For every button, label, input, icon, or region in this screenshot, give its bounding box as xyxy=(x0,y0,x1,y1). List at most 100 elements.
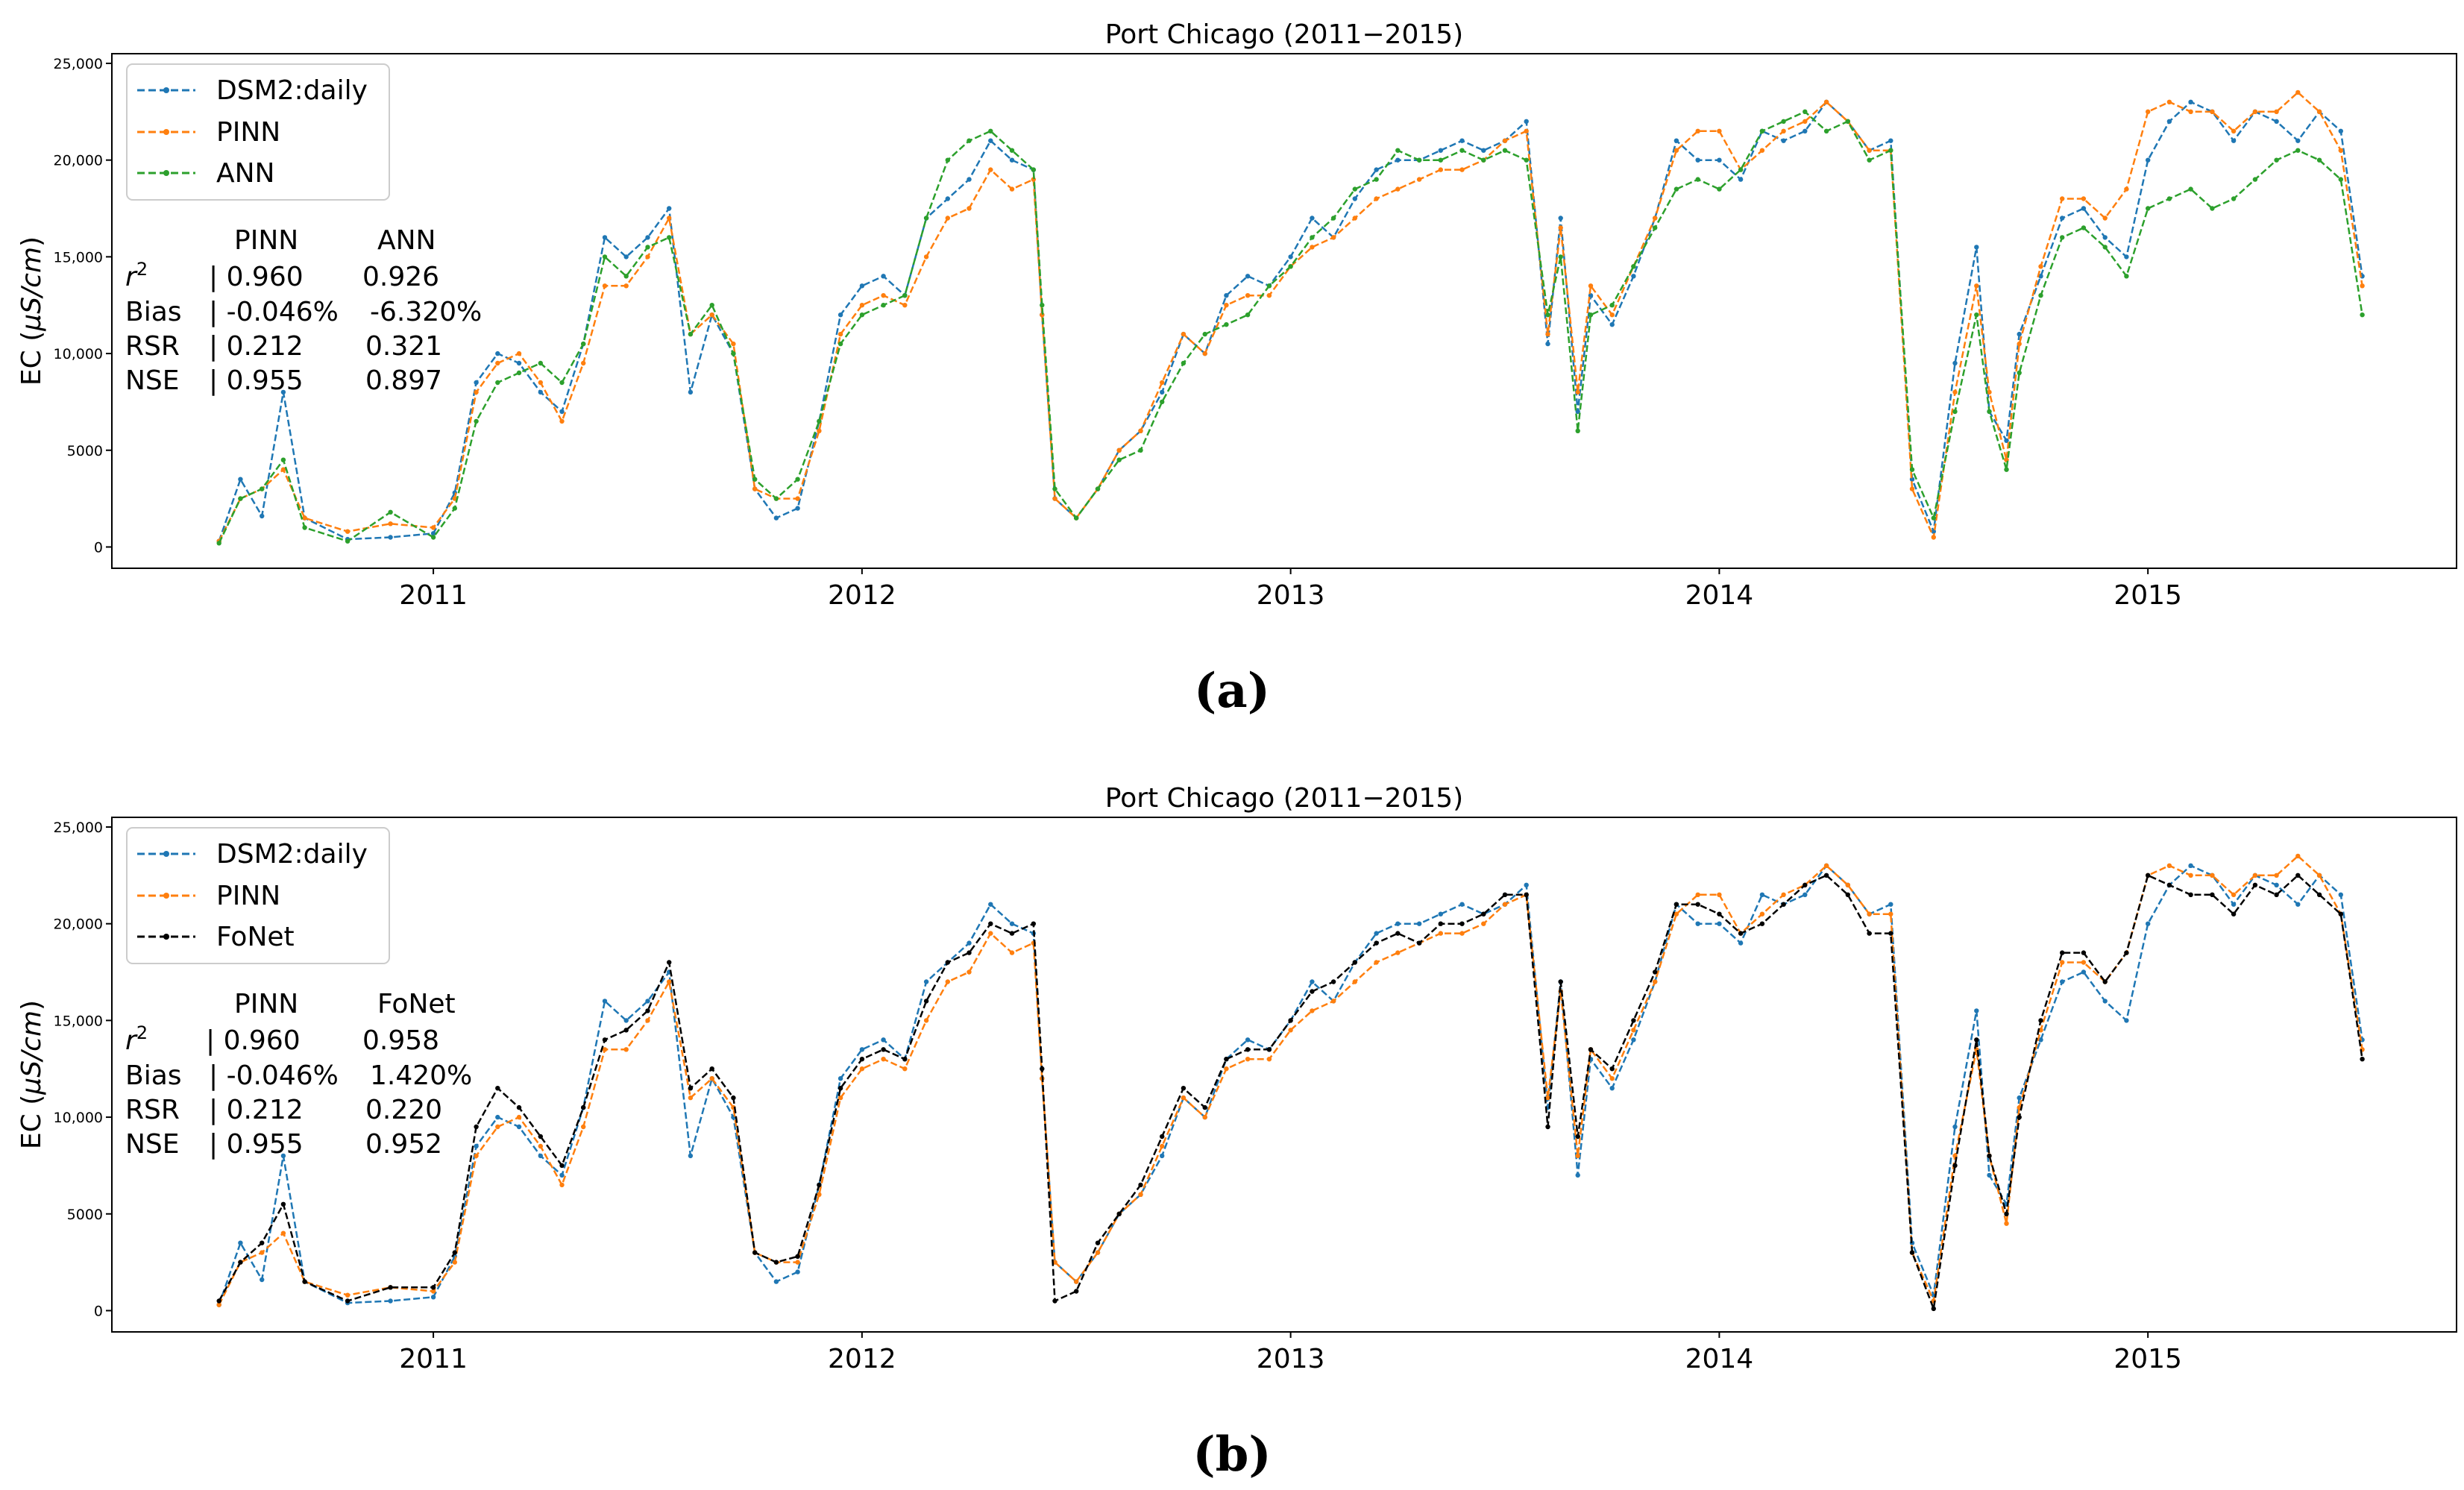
y-tick-label: 0 xyxy=(94,539,103,556)
data-point-pinn xyxy=(1845,882,1850,888)
data-point-pinn xyxy=(1138,428,1143,433)
data-point-dsm2-daily xyxy=(1952,360,1958,366)
data-point-fonet xyxy=(2338,911,2343,917)
data-point-dsm2-daily xyxy=(1395,921,1401,926)
legend-label-pinn-a: PINN xyxy=(216,117,280,148)
data-point-pinn xyxy=(1288,1028,1293,1033)
stats-label-nse-b: NSE xyxy=(125,1129,180,1160)
legend-label-fonet-b: FoNet xyxy=(216,922,295,952)
data-point-pinn xyxy=(216,1302,221,1307)
stats-rsr-pinn-a: | 0.212 xyxy=(209,331,304,362)
data-point-dsm2-daily xyxy=(837,1076,843,1081)
data-point-pinn xyxy=(667,216,672,221)
data-point-pinn xyxy=(1867,911,1872,917)
data-point-dsm2-daily xyxy=(2017,1095,2022,1101)
legend-label-ann-a: ANN xyxy=(216,158,275,189)
data-point-ann xyxy=(1052,486,1057,491)
data-point-ann xyxy=(1738,167,1744,172)
data-point-pinn xyxy=(1545,1095,1550,1101)
y-tick-label: 10,000 xyxy=(54,346,103,362)
data-point-fonet xyxy=(388,1285,393,1290)
data-point-pinn xyxy=(1266,1057,1272,1062)
data-point-dsm2-daily xyxy=(495,1114,500,1120)
data-point-fonet xyxy=(645,1008,650,1013)
data-point-dsm2-daily xyxy=(773,515,779,521)
legend-marker-dsm2-b xyxy=(163,851,169,857)
data-point-pinn xyxy=(1575,1153,1580,1159)
plot-frame-a xyxy=(111,53,2457,569)
data-point-fonet xyxy=(1909,1250,1915,1255)
data-point-ann xyxy=(1502,148,1508,153)
data-point-pinn xyxy=(859,303,865,308)
data-point-ann xyxy=(1524,157,1529,163)
data-point-fonet xyxy=(1138,1182,1143,1188)
data-point-fonet xyxy=(1459,921,1465,926)
data-point-fonet xyxy=(1867,931,1872,936)
data-point-ann xyxy=(1074,515,1079,521)
data-point-pinn xyxy=(988,167,993,172)
data-point-pinn xyxy=(1009,950,1015,955)
data-point-fonet xyxy=(967,950,972,955)
data-point-dsm2-daily xyxy=(2081,206,2087,211)
data-point-dsm2-daily xyxy=(260,513,265,519)
stats-r2-fonet-b: 0.958 xyxy=(362,1025,439,1056)
data-point-pinn xyxy=(2210,873,2215,878)
data-point-ann xyxy=(923,216,929,221)
data-point-fonet xyxy=(216,1298,221,1304)
data-point-dsm2-daily xyxy=(1781,138,1786,143)
data-point-ann xyxy=(1330,216,1336,221)
data-point-pinn xyxy=(2166,99,2172,104)
legend-label-dsm2-a: DSM2:daily xyxy=(216,75,368,106)
data-point-ann xyxy=(1781,119,1786,124)
data-point-fonet xyxy=(260,1240,265,1245)
y-tick-label: 25,000 xyxy=(54,820,103,836)
data-point-ann xyxy=(837,341,843,347)
data-point-fonet xyxy=(1952,1163,1958,1169)
data-point-dsm2-daily xyxy=(1352,196,1358,201)
data-point-fonet xyxy=(2210,892,2215,898)
data-point-fonet xyxy=(945,960,951,965)
data-point-pinn xyxy=(1374,196,1379,201)
data-point-dsm2-daily xyxy=(773,1279,779,1284)
data-point-fonet xyxy=(2004,1211,2009,1217)
series-lines-a xyxy=(216,89,2365,546)
stats-table-a: PINN ANN r2 | 0.960 0.926 Bias | -0.046%… xyxy=(125,225,482,396)
data-point-dsm2-daily xyxy=(1695,921,1700,926)
data-point-fonet xyxy=(2274,892,2279,898)
data-point-pinn xyxy=(667,979,672,984)
y-tick-label: 20,000 xyxy=(54,917,103,933)
data-point-pinn xyxy=(1181,331,1187,337)
data-point-fonet xyxy=(538,1134,543,1139)
data-point-pinn xyxy=(1202,351,1207,356)
data-point-ann xyxy=(2060,235,2065,240)
x-tick-label: 2011 xyxy=(399,1344,468,1374)
data-point-pinn xyxy=(2274,109,2279,114)
data-point-fonet xyxy=(881,1047,886,1052)
data-point-fonet xyxy=(1987,1153,1992,1159)
legend-marker-pinn-a xyxy=(163,129,169,135)
data-point-ann xyxy=(2316,157,2322,163)
data-point-pinn xyxy=(1673,148,1679,153)
data-point-pinn xyxy=(2188,109,2193,114)
data-point-fonet xyxy=(1502,892,1508,898)
data-point-ann xyxy=(2038,293,2043,298)
data-point-dsm2-daily xyxy=(495,351,500,356)
data-point-pinn xyxy=(2060,960,2065,965)
data-point-ann xyxy=(1224,322,1229,327)
data-point-pinn xyxy=(2231,128,2237,133)
stats-nse-pinn-a: | 0.955 xyxy=(209,365,304,396)
data-point-dsm2-daily xyxy=(1416,921,1422,926)
data-point-pinn xyxy=(1181,1095,1187,1101)
data-point-pinn xyxy=(1888,911,1893,917)
stats-bias-ann-a: -6.320% xyxy=(370,297,482,327)
data-point-pinn xyxy=(967,206,972,211)
data-point-dsm2-daily xyxy=(1987,1172,1992,1178)
y-tick-label: 25,000 xyxy=(54,56,103,72)
data-point-dsm2-daily xyxy=(1631,274,1636,279)
data-point-fonet xyxy=(1310,989,1315,994)
data-point-ann xyxy=(1009,148,1015,153)
stats-rsr-fonet-b: 0.220 xyxy=(365,1095,442,1125)
data-point-fonet xyxy=(559,1163,565,1169)
data-point-pinn xyxy=(1330,235,1336,240)
data-point-fonet xyxy=(817,1182,822,1188)
